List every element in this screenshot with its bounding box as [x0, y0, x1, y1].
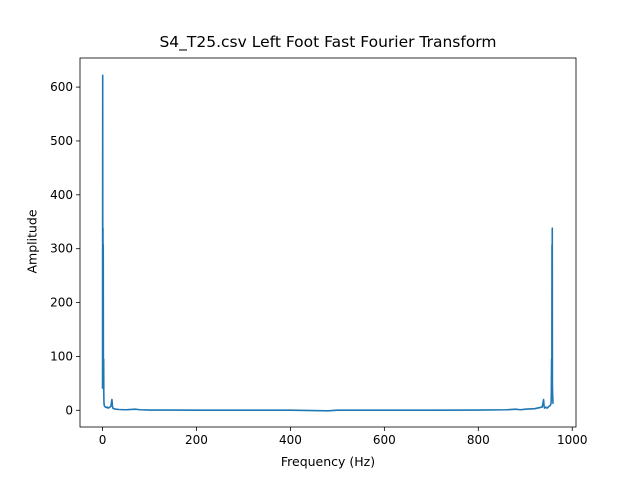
y-tick-label: 300 — [50, 242, 73, 256]
x-tick-label: 1000 — [557, 433, 588, 447]
x-tick-label: 600 — [373, 433, 396, 447]
y-tick-label: 500 — [50, 134, 73, 148]
series-line-0 — [101, 74, 554, 412]
x-tick-label: 200 — [185, 433, 208, 447]
y-axis-label: Amplitude — [24, 209, 40, 274]
axes-frame — [79, 57, 577, 428]
axes-layer: 0 200 400 600 800 1000 0 100 200 300 400 500 600 — [50, 57, 588, 447]
chart-title: S4_T25.csv Left Foot Fast Fourier Transf… — [159, 33, 497, 51]
y-tick-label: 200 — [50, 296, 73, 310]
y-tick-label: 100 — [50, 349, 73, 363]
x-tick-label: 400 — [279, 433, 302, 447]
plot-line-layer — [101, 74, 554, 412]
x-tick-label: 0 — [99, 433, 107, 447]
y-tick-label: 600 — [50, 80, 73, 94]
y-tick-label: 400 — [50, 188, 73, 202]
y-tick-label: 0 — [65, 403, 73, 417]
x-axis-label: Frequency (Hz) — [280, 454, 376, 469]
x-tick-label: 800 — [467, 433, 490, 447]
